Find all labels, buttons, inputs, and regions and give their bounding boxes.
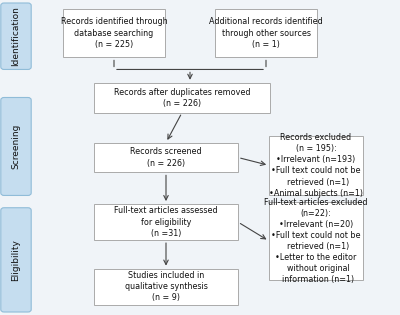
FancyBboxPatch shape xyxy=(63,9,165,57)
Text: Records screened
(n = 226): Records screened (n = 226) xyxy=(130,147,202,168)
Text: Screening: Screening xyxy=(12,124,20,169)
Text: Studies included in
qualitative synthesis
(n = 9): Studies included in qualitative synthesi… xyxy=(124,271,208,302)
Text: Records identified through
database searching
(n = 225): Records identified through database sear… xyxy=(61,17,167,49)
Text: Additional records identified
through other sources
(n = 1): Additional records identified through ot… xyxy=(209,17,323,49)
Text: Full-text articles excluded
(n=22):
•Irrelevant (n=20)
•Full text could not be
 : Full-text articles excluded (n=22): •Irr… xyxy=(264,198,368,284)
Text: Eligibility: Eligibility xyxy=(12,239,20,281)
Text: Identification: Identification xyxy=(12,6,20,66)
FancyBboxPatch shape xyxy=(1,97,31,195)
FancyBboxPatch shape xyxy=(1,208,31,312)
Text: Records excluded
(n = 195):
•Irrelevant (n=193)
•Full text could not be
  retrie: Records excluded (n = 195): •Irrelevant … xyxy=(269,133,363,198)
FancyBboxPatch shape xyxy=(215,9,317,57)
FancyBboxPatch shape xyxy=(269,136,363,195)
Text: Records after duplicates removed
(n = 226): Records after duplicates removed (n = 22… xyxy=(114,88,250,108)
FancyBboxPatch shape xyxy=(1,3,31,70)
FancyBboxPatch shape xyxy=(94,142,238,173)
FancyBboxPatch shape xyxy=(94,204,238,240)
FancyBboxPatch shape xyxy=(94,268,238,305)
FancyBboxPatch shape xyxy=(269,202,363,280)
Text: Full-text articles assessed
for eligibility
(n =31): Full-text articles assessed for eligibil… xyxy=(114,206,218,238)
FancyBboxPatch shape xyxy=(94,83,270,113)
